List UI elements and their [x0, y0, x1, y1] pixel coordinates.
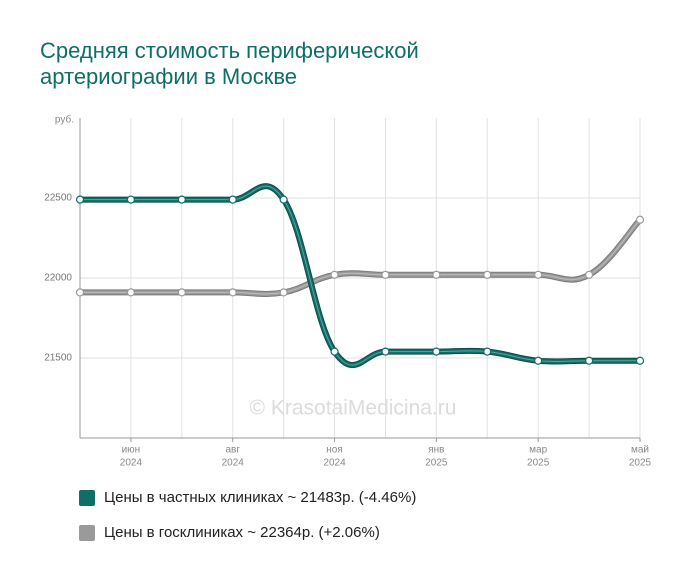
x-tick-label: ноя — [326, 445, 343, 456]
x-tick-label: 2024 — [120, 458, 143, 469]
data-point — [228, 195, 237, 204]
data-point — [483, 347, 492, 356]
legend-label: Цены в частных клиниках ~ 21483р. (-4.46… — [104, 489, 416, 506]
data-point — [330, 270, 339, 279]
data-point — [381, 347, 390, 356]
x-tick-label: июн — [122, 445, 141, 456]
y-axis-label: руб. — [55, 114, 74, 126]
data-point — [635, 356, 645, 365]
x-tick-label: мар — [529, 445, 547, 456]
x-tick-label: 2025 — [425, 458, 448, 469]
x-tick-label: янв — [428, 445, 444, 456]
data-point — [75, 288, 85, 297]
y-tick-label: 22500 — [44, 193, 72, 204]
series-line-highlight — [80, 219, 641, 295]
x-tick-label: 2024 — [323, 458, 346, 469]
y-tick-label: 22000 — [44, 273, 72, 284]
data-point — [432, 347, 441, 356]
legend-swatch — [79, 490, 95, 506]
data-point — [483, 270, 492, 279]
data-point — [584, 356, 594, 365]
chart-title: артериографии в Москве — [40, 64, 297, 89]
data-point — [126, 195, 136, 204]
x-tick-label: 2025 — [527, 458, 550, 469]
series-line — [80, 218, 642, 296]
x-tick-label: авг — [225, 445, 240, 456]
data-point — [228, 288, 237, 297]
data-point — [126, 288, 136, 297]
data-point — [584, 270, 594, 279]
data-point — [534, 356, 543, 365]
y-tick-label: 21500 — [44, 353, 72, 364]
data-point — [279, 195, 288, 204]
series-line-outline — [80, 217, 643, 297]
x-tick-label: май — [631, 445, 649, 456]
legend-label: Цены в госклиниках ~ 22364р. (+2.06%) — [104, 524, 380, 541]
data-point — [177, 195, 186, 204]
chart-title: Средняя стоимость периферической — [40, 38, 419, 63]
data-point — [381, 270, 390, 279]
x-tick-label: 2025 — [629, 458, 652, 469]
data-point — [75, 195, 85, 204]
data-point — [432, 270, 441, 279]
legend-swatch — [79, 525, 95, 541]
data-point — [177, 288, 186, 297]
data-point — [635, 215, 645, 224]
data-point — [330, 347, 339, 356]
data-point — [534, 270, 543, 279]
data-point — [279, 288, 288, 297]
watermark: © KrasotaiMedicina.ru — [250, 397, 457, 420]
x-tick-label: 2024 — [222, 458, 245, 469]
